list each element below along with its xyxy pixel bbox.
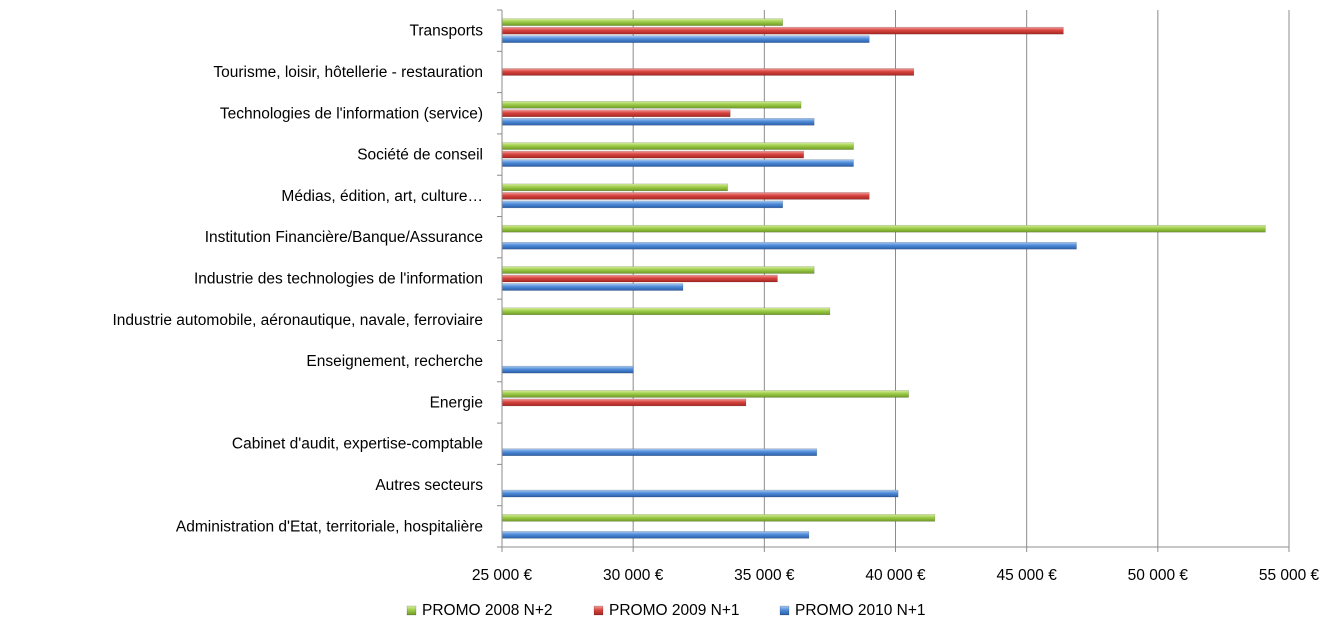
category-label: Tourisme, loisir, hôtellerie - restaurat…	[213, 64, 483, 81]
gridlines	[632, 10, 1290, 547]
bar-promo-2010-n-1-transports	[501, 35, 870, 43]
x-tick-label: 25 000 €	[472, 567, 533, 584]
bar-promo-2009-n-1-technologies-de-l-information-service	[501, 109, 731, 118]
legend: PROMO 2008 N+2 PROMO 2009 N+1 PROMO 2010 N…	[406, 602, 926, 619]
bar-promo-2010-n-1-industrie-des-technologies-de-l-information	[501, 283, 684, 291]
legend-label: PROMO 2009 N+1	[609, 602, 740, 619]
x-tick-label: 35 000 €	[734, 567, 795, 584]
bar-promo-2010-n-1-administration-d-etat-territoriale-hospitaliere	[501, 531, 810, 539]
legend-swatch	[406, 605, 417, 616]
x-tick-labels: 25 000 € 30 000 € 35 000 € 40 000 € 45 000 €…	[472, 567, 1320, 584]
category-label: Industrie automobile, aéronautique, nava…	[112, 312, 483, 329]
legend-label: PROMO 2008 N+2	[422, 602, 553, 619]
bar-promo-2010-n-1-technologies-de-l-information-service	[501, 118, 815, 126]
bar-promo-2008-n-2-societe-de-conseil	[501, 142, 854, 150]
category-label: Energie	[430, 394, 483, 411]
category-label: Industrie des technologies de l'informat…	[194, 271, 483, 288]
category-label: Technologies de l'information (service)	[220, 105, 483, 122]
bar-promo-2008-n-2-industrie-automobile-aeronautique-navale-ferroviaire	[501, 307, 831, 316]
bar-promo-2008-n-2-industrie-des-technologies-de-l-information	[501, 266, 815, 274]
legend-swatch	[779, 605, 790, 616]
x-tick-label: 30 000 €	[603, 567, 664, 584]
bar-promo-2008-n-2-energie	[501, 390, 909, 398]
legend-item-promo-2009-n-1: PROMO 2009 N+1	[593, 602, 740, 619]
bar-promo-2008-n-2-medias-edition-art-culture	[501, 183, 728, 192]
bar-promo-2008-n-2-institution-financiere-banque-assurance	[501, 224, 1266, 233]
bar-promo-2009-n-1-medias-edition-art-culture	[501, 192, 870, 200]
bar-promo-2010-n-1-medias-edition-art-culture	[501, 200, 783, 209]
x-tick-label: 55 000 €	[1259, 567, 1320, 584]
category-label: Autres secteurs	[375, 477, 483, 494]
x-tick-label: 50 000 €	[1128, 567, 1189, 584]
category-label: Transports	[409, 23, 483, 40]
category-label: Administration d'Etat, territoriale, hos…	[176, 518, 483, 535]
bar-promo-2009-n-1-transports	[501, 26, 1064, 35]
x-tick-label: 40 000 €	[865, 567, 926, 584]
bar-promo-2008-n-2-technologies-de-l-information-service	[501, 101, 802, 109]
legend-item-promo-2010-n-1: PROMO 2010 N+1	[779, 602, 926, 619]
category-label: Enseignement, recherche	[306, 353, 483, 370]
legend-swatch	[593, 605, 604, 616]
bar-promo-2008-n-2-administration-d-etat-territoriale-hospitaliere	[501, 514, 936, 522]
bar-promo-2009-n-1-societe-de-conseil	[501, 150, 804, 159]
category-label: Médias, édition, art, culture…	[281, 188, 483, 205]
bar-promo-2009-n-1-industrie-des-technologies-de-l-information	[501, 274, 778, 283]
category-label: Société de conseil	[357, 147, 483, 164]
bar-promo-2009-n-1-energie	[501, 398, 747, 407]
bar-promo-2008-n-2-transports	[501, 18, 783, 26]
bar-promo-2010-n-1-enseignement-recherche	[501, 365, 634, 374]
bar-promo-2009-n-1-tourisme-loisir-hotellerie-restauration	[501, 68, 915, 76]
legend-label: PROMO 2010 N+1	[795, 602, 926, 619]
bar-promo-2010-n-1-autres-secteurs	[501, 489, 899, 498]
legend-item-promo-2008-n-2: PROMO 2008 N+2	[406, 602, 553, 619]
category-labels: Transports Tourisme, loisir, hôtellerie -…	[112, 23, 483, 536]
x-tick-label: 45 000 €	[996, 567, 1057, 584]
bar-promo-2010-n-1-societe-de-conseil	[501, 159, 854, 167]
axes	[497, 9, 1290, 552]
bar-promo-2010-n-1-cabinet-d-audit-expertise-comptable	[501, 448, 818, 456]
bars	[501, 18, 1266, 539]
bar-promo-2010-n-1-institution-financiere-banque-assurance	[501, 241, 1077, 250]
category-label: Institution Financière/Banque/Assurance	[205, 229, 483, 246]
category-label: Cabinet d'audit, expertise-comptable	[232, 436, 483, 453]
